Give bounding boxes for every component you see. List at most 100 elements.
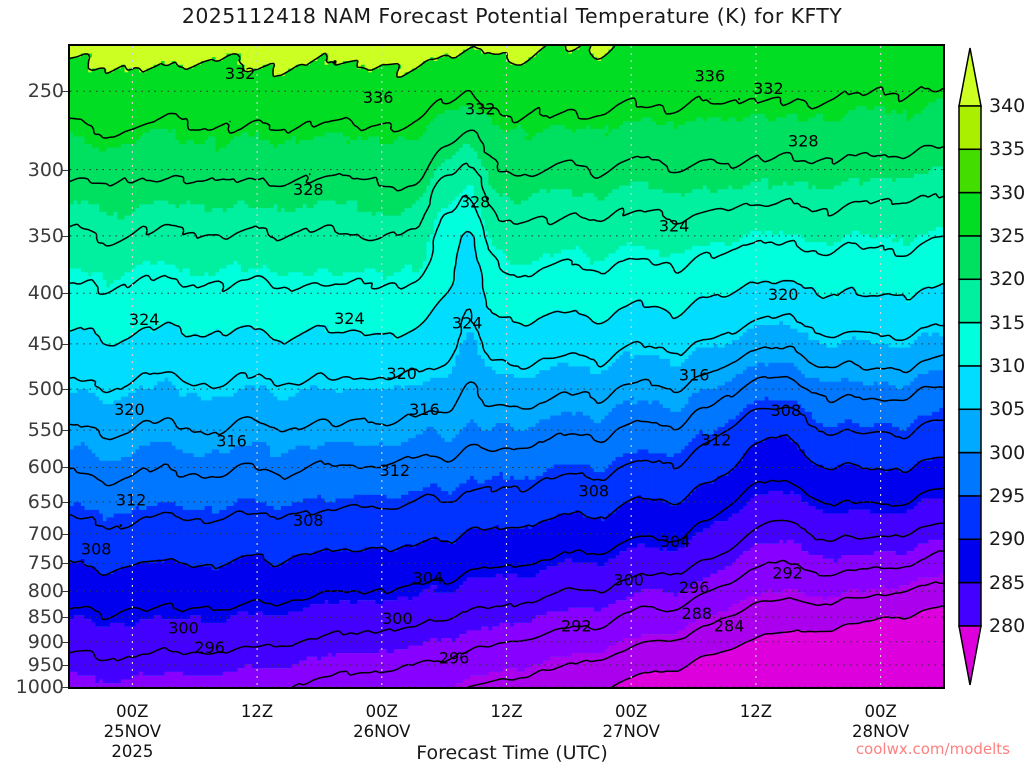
contour-label-group: 324 <box>659 217 690 236</box>
contour-label: 328 <box>460 192 491 211</box>
contour-label: 304 <box>660 532 691 551</box>
x-tick-time: 12Z <box>240 702 274 721</box>
contour-label: 336 <box>363 88 394 107</box>
contour-label-group: 320 <box>768 285 799 304</box>
y-axis-label-600: 600 <box>27 456 64 479</box>
contour-label: 316 <box>409 400 440 419</box>
contour-label: 320 <box>114 400 145 419</box>
y-axis-tick <box>62 430 68 432</box>
contour-label-group: 312 <box>380 461 411 480</box>
colorbar-band <box>958 365 982 411</box>
contour-label-group: 320 <box>386 364 417 383</box>
y-axis-tick <box>62 467 68 469</box>
contour-label-group: 288 <box>682 604 713 623</box>
contour-label-group: 316 <box>409 400 440 419</box>
contour-label-group: 316 <box>216 431 247 450</box>
contour-line-292 <box>70 519 943 662</box>
contour-label: 288 <box>682 604 713 623</box>
y-axis-label-750: 750 <box>27 552 64 575</box>
colorbar-band <box>958 538 982 584</box>
colorbar-band <box>958 148 982 194</box>
contour-line-324 <box>70 194 943 296</box>
y-axis-label-700: 700 <box>27 522 64 545</box>
x-axis-tick-label: 12Z <box>241 702 273 722</box>
contour-line-332 <box>70 129 943 192</box>
y-axis-label-300: 300 <box>27 158 64 181</box>
x-tick-date: 27NOV <box>602 722 660 741</box>
contour-label: 316 <box>216 431 247 450</box>
y-axis-label-400: 400 <box>27 282 64 305</box>
contour-label: 312 <box>380 461 411 480</box>
contour-label: 312 <box>116 490 147 509</box>
x-tick-time: 12Z <box>490 702 523 721</box>
colorbar-label-305: 305 <box>989 398 1024 421</box>
contour-label: 328 <box>293 180 324 199</box>
colorbar-band <box>958 408 982 454</box>
contour-label: 300 <box>382 609 413 628</box>
contour-label-group: 320 <box>114 400 145 419</box>
y-axis-labels: 250 300 350 400 450 500 550 600 650 700 750 800 850 9… <box>0 0 64 768</box>
contour-line-308 <box>70 375 943 487</box>
contour-fill-svg: 332 336 332 336 332 328 328 328 324 324 324 324 320 3… <box>70 46 943 687</box>
contour-label: 324 <box>659 217 690 236</box>
x-tick-date: 25NOV <box>103 722 162 741</box>
x-axis-tick-label: 12Z <box>740 702 772 722</box>
colorbar-band <box>958 278 982 324</box>
colorbar-label-295: 295 <box>989 485 1024 507</box>
contour-label-group: 300 <box>613 571 644 590</box>
colorbar-label-285: 285 <box>989 571 1024 594</box>
y-axis-tick <box>62 563 68 565</box>
contour-label: 292 <box>772 563 803 582</box>
contour-label: 324 <box>334 309 365 328</box>
colorbar-band <box>958 235 982 281</box>
colorbar-label-280: 280 <box>989 615 1024 637</box>
contour-label: 300 <box>168 619 199 638</box>
colorbar-label-315: 315 <box>989 311 1024 334</box>
contour-label: 332 <box>753 79 784 98</box>
chart-plot-area[interactable]: 332 336 332 336 332 328 328 328 324 324 324 324 320 3… <box>68 44 945 689</box>
contour-label: 300 <box>613 571 644 590</box>
contour-label: 292 <box>561 617 592 636</box>
contour-label-group: 308 <box>579 481 610 500</box>
x-tick-date: 28NOV <box>851 722 910 741</box>
colorbar-label-340: 340 <box>989 95 1024 117</box>
page-title: 2025112418 NAM Forecast Potential Temper… <box>181 4 843 28</box>
contour-label-group: 312 <box>701 431 732 450</box>
contour-line-340 <box>70 46 616 79</box>
colorbar-band <box>958 451 982 497</box>
x-tick-time: 00Z <box>116 702 149 721</box>
contour-label: 308 <box>293 511 324 530</box>
colorbar-label-310: 310 <box>989 355 1024 377</box>
contour-line-300 <box>70 433 943 577</box>
y-axis-tick <box>62 591 68 593</box>
x-tick-time: 00Z <box>615 702 648 721</box>
contour-label-group: 296 <box>439 649 470 668</box>
contour-label: 296 <box>439 649 470 668</box>
y-axis-label-800: 800 <box>27 580 64 603</box>
colorbar-band <box>958 581 982 627</box>
y-axis-tick <box>62 641 68 643</box>
colorbar-label-300: 300 <box>989 441 1024 464</box>
contour-label-group: 308 <box>771 401 802 420</box>
contour-label-group: 312 <box>116 490 147 509</box>
y-axis-tick <box>62 687 68 688</box>
contour-label: 308 <box>771 401 802 420</box>
contour-label-group: 304 <box>413 569 444 588</box>
contour-line-328 <box>70 162 943 247</box>
contour-label: 328 <box>788 131 819 150</box>
contour-label-group: 328 <box>788 131 819 150</box>
y-axis-tick <box>62 664 68 666</box>
contour-label-group: 292 <box>561 617 592 636</box>
y-axis-label-450: 450 <box>27 332 64 355</box>
x-tick-time: 00Z <box>365 702 398 721</box>
watermark: coolwx.com/modelts <box>855 740 1010 758</box>
contour-label-group: 332 <box>753 79 784 98</box>
contour-label-group: 324 <box>129 310 160 329</box>
x-tick-time: 00Z <box>864 702 897 721</box>
colorbar-arrow-top <box>958 47 982 107</box>
colorbar-swatches <box>958 47 982 686</box>
contour-label-group: 308 <box>293 511 324 530</box>
contour-label: 332 <box>225 64 256 83</box>
y-axis-tick <box>62 343 68 345</box>
contour-label-group: 300 <box>168 619 199 638</box>
